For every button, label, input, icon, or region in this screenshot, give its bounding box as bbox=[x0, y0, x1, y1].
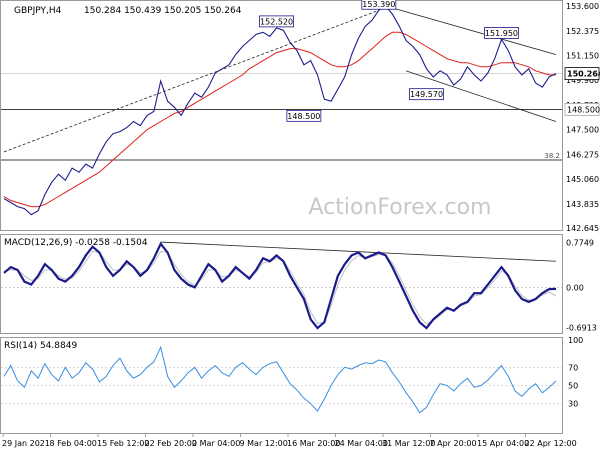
macd-y-tick-label: 0.00 bbox=[566, 283, 584, 292]
x-tick-label: 2 Mar 04:00 bbox=[192, 439, 240, 448]
macd-panel-frame bbox=[0, 234, 563, 334]
macd-signal-line bbox=[3, 250, 557, 325]
rsi-y-tick-label: 30 bbox=[568, 400, 578, 409]
x-tick-label: 29 Jan 2021 bbox=[2, 439, 50, 448]
ema-line bbox=[3, 31, 556, 208]
macd-y-tick-label: -0.6913 bbox=[566, 324, 597, 333]
ohlc-readout: 150.284 150.439 150.205 150.264 bbox=[84, 6, 242, 16]
price-line bbox=[3, 5, 557, 216]
watermark: ActionForex.com bbox=[309, 195, 492, 220]
rsi-panel-frame bbox=[0, 337, 563, 434]
level-price-label: 148.500 bbox=[567, 105, 600, 114]
rsi-line bbox=[3, 345, 557, 414]
price-annotation-box bbox=[484, 27, 519, 39]
price-panel-frame bbox=[0, 0, 563, 231]
macd-y-tick-label: 0.7749 bbox=[566, 238, 594, 247]
price-y-tick-label: 153.600 bbox=[566, 2, 599, 11]
price-y-tick-label: 146.275 bbox=[566, 150, 599, 159]
x-tick-label: 22 Feb 20:00 bbox=[145, 439, 197, 448]
level-price-tag bbox=[564, 103, 600, 116]
macd-line bbox=[3, 241, 557, 330]
current-price-tag bbox=[564, 67, 600, 81]
symbol-label: GBPJPY,H4 bbox=[14, 6, 62, 16]
price-y-tick-label: 152.375 bbox=[566, 27, 599, 36]
price-y-tick-label: 149.960 bbox=[566, 76, 599, 85]
price-y-tick-label: 147.500 bbox=[566, 126, 599, 135]
price-annotation-box bbox=[286, 109, 322, 122]
rsi-y-tick-label: 100 bbox=[568, 336, 583, 345]
x-tick-label: 15 Apr 04:00 bbox=[477, 439, 529, 448]
price-y-tick-label: 145.060 bbox=[566, 175, 599, 184]
x-tick-label: 31 Mar 12:00 bbox=[382, 439, 435, 448]
x-tick-label: 22 Apr 12:00 bbox=[525, 439, 577, 448]
x-tick-label: 9 Mar 12:00 bbox=[240, 439, 288, 448]
price-annotation-label: 152.520 bbox=[260, 17, 293, 26]
price-annotation-label: 153.390 bbox=[362, 0, 395, 9]
x-tick-label: 16 Mar 20:00 bbox=[287, 439, 340, 448]
price-annotation-label: 149.570 bbox=[410, 90, 443, 99]
price-annotation-box bbox=[409, 88, 444, 101]
price-annotation-label: 151.950 bbox=[485, 29, 518, 38]
macd-layer: 0.7749 0.00 -0.6913 bbox=[1, 238, 597, 333]
fib-level-label: 38.2 bbox=[544, 152, 560, 160]
current-price-label: 150.264 bbox=[567, 70, 600, 79]
x-tick-label: 15 Feb 12:00 bbox=[97, 439, 149, 448]
price-annotation-label: 148.500 bbox=[287, 112, 320, 121]
price-y-tick-label: 143.835 bbox=[566, 200, 599, 209]
price-annotation-box bbox=[259, 15, 294, 28]
x-tick-label: 7 Apr 20:00 bbox=[430, 439, 477, 448]
channel-upper-line bbox=[385, 5, 557, 56]
x-tick-label: 24 Mar 04:00 bbox=[335, 439, 388, 448]
x-tick-label: 8 Feb 04:00 bbox=[50, 439, 97, 448]
rsi-y-tick-label: 50 bbox=[568, 382, 578, 391]
price-y-tick-label: 142.645 bbox=[566, 224, 599, 233]
rsi-title: RSI(14) 54.8849 bbox=[4, 341, 77, 351]
rising-trendline bbox=[3, 9, 379, 153]
rsi-y-tick-label: 70 bbox=[568, 363, 578, 372]
macd-title: MACD(12,26,9) -0.0258 -0.1504 bbox=[4, 238, 148, 248]
channel-lower-line bbox=[405, 70, 557, 122]
price-layer: 153.600152.375151.150149.960148.725147.5… bbox=[1, 0, 600, 233]
price-annotation-box bbox=[361, 0, 397, 10]
rsi-layer: 100 70 50 30 bbox=[1, 336, 583, 414]
price-y-tick-label: 151.150 bbox=[566, 52, 599, 61]
